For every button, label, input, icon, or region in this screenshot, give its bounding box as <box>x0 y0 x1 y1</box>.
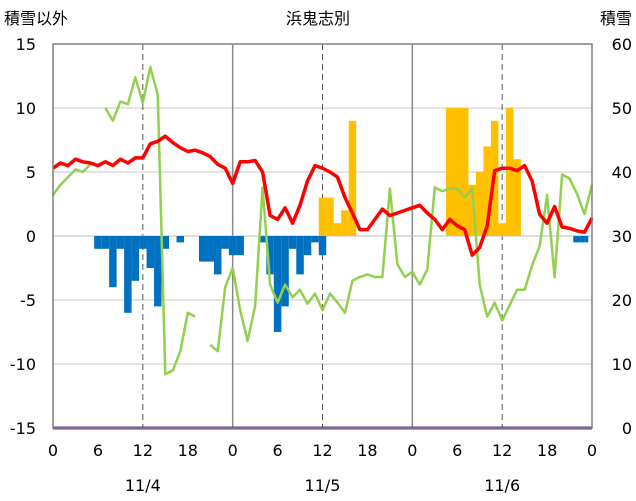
blue-bar <box>94 236 102 249</box>
blue-bar <box>228 236 237 256</box>
orange-bar <box>453 108 461 236</box>
blue-bar <box>198 236 207 262</box>
blue-bar <box>296 236 304 275</box>
left-tick-label: 10 <box>16 99 36 118</box>
left-tick-label: -10 <box>10 355 36 374</box>
orange-bar <box>498 223 506 236</box>
hour-tick-label: 6 <box>93 441 103 460</box>
green-line-series <box>51 163 92 196</box>
blue-bar <box>281 236 289 307</box>
blue-bar <box>116 236 125 249</box>
orange-bar <box>475 172 484 236</box>
blue-bar <box>303 236 312 256</box>
orange-bar <box>318 197 327 236</box>
green-line-series <box>104 65 196 376</box>
hour-tick-label: 12 <box>492 441 512 460</box>
blue-bar <box>273 236 282 332</box>
blue-bar <box>176 236 185 243</box>
blue-bar <box>236 236 244 256</box>
blue-bar <box>124 236 132 313</box>
plot-border <box>52 43 593 429</box>
plot-frame <box>52 43 593 429</box>
blue-bar <box>266 236 274 275</box>
blue-bar <box>131 236 140 281</box>
right-axis-title: 積雪 <box>600 9 632 28</box>
chart-title: 浜鬼志別 <box>286 9 350 28</box>
blue-bar <box>139 236 147 249</box>
hour-tick-label: 18 <box>357 441 377 460</box>
date-label: 11/4 <box>125 476 161 495</box>
blue-bar <box>213 236 222 275</box>
orange-bar <box>341 210 349 236</box>
red-line-series <box>52 134 594 257</box>
right-tick-label: 0 <box>622 419 632 438</box>
right-tick-label: 60 <box>612 35 632 54</box>
blue-bar <box>311 236 319 243</box>
right-tick-label: 20 <box>612 291 632 310</box>
blue-bar <box>154 236 162 307</box>
left-tick-label: 0 <box>26 227 36 246</box>
hour-tick-label: 0 <box>587 441 597 460</box>
blue-bar <box>221 236 229 249</box>
orange-bar <box>333 223 342 236</box>
blue-bar <box>573 236 581 243</box>
blue-bar <box>101 236 110 249</box>
orange-bar <box>468 184 476 236</box>
orange-bar <box>505 108 514 236</box>
left-tick-label: 15 <box>16 35 36 54</box>
blue-bar <box>580 236 589 243</box>
blue-bar <box>318 236 327 256</box>
hour-tick-label: 12 <box>312 441 332 460</box>
hour-tick-label: 0 <box>228 441 238 460</box>
blue-bar <box>109 236 117 288</box>
hour-tick-label: 12 <box>133 441 153 460</box>
blue-bar <box>206 236 214 262</box>
blue-bar <box>146 236 155 268</box>
date-label: 11/6 <box>484 476 520 495</box>
orange-bar <box>446 108 454 236</box>
date-label: 11/5 <box>305 476 341 495</box>
orange-bar <box>483 146 491 236</box>
right-tick-label: 10 <box>612 355 632 374</box>
right-tick-label: 30 <box>612 227 632 246</box>
orange-bar <box>460 108 469 236</box>
orange-bar <box>513 159 521 236</box>
hour-tick-label: 0 <box>48 441 58 460</box>
orange-bar <box>326 197 334 236</box>
hour-tick-label: 18 <box>537 441 557 460</box>
left-tick-label: -15 <box>10 419 36 438</box>
right-tick-label: 40 <box>612 163 632 182</box>
orange-bar <box>348 120 357 236</box>
hour-tick-label: 0 <box>407 441 417 460</box>
hour-tick-label: 6 <box>452 441 462 460</box>
left-tick-label: -5 <box>20 291 36 310</box>
blue-bar <box>288 236 297 249</box>
left-axis-title: 積雪以外 <box>4 9 68 28</box>
hour-tick-label: 6 <box>272 441 282 460</box>
hour-tick-label: 18 <box>178 441 198 460</box>
right-tick-label: 50 <box>612 99 632 118</box>
green-line-series <box>209 173 594 353</box>
blue-bar <box>161 236 170 249</box>
blue-bar <box>258 236 267 243</box>
left-tick-label: 5 <box>26 163 36 182</box>
